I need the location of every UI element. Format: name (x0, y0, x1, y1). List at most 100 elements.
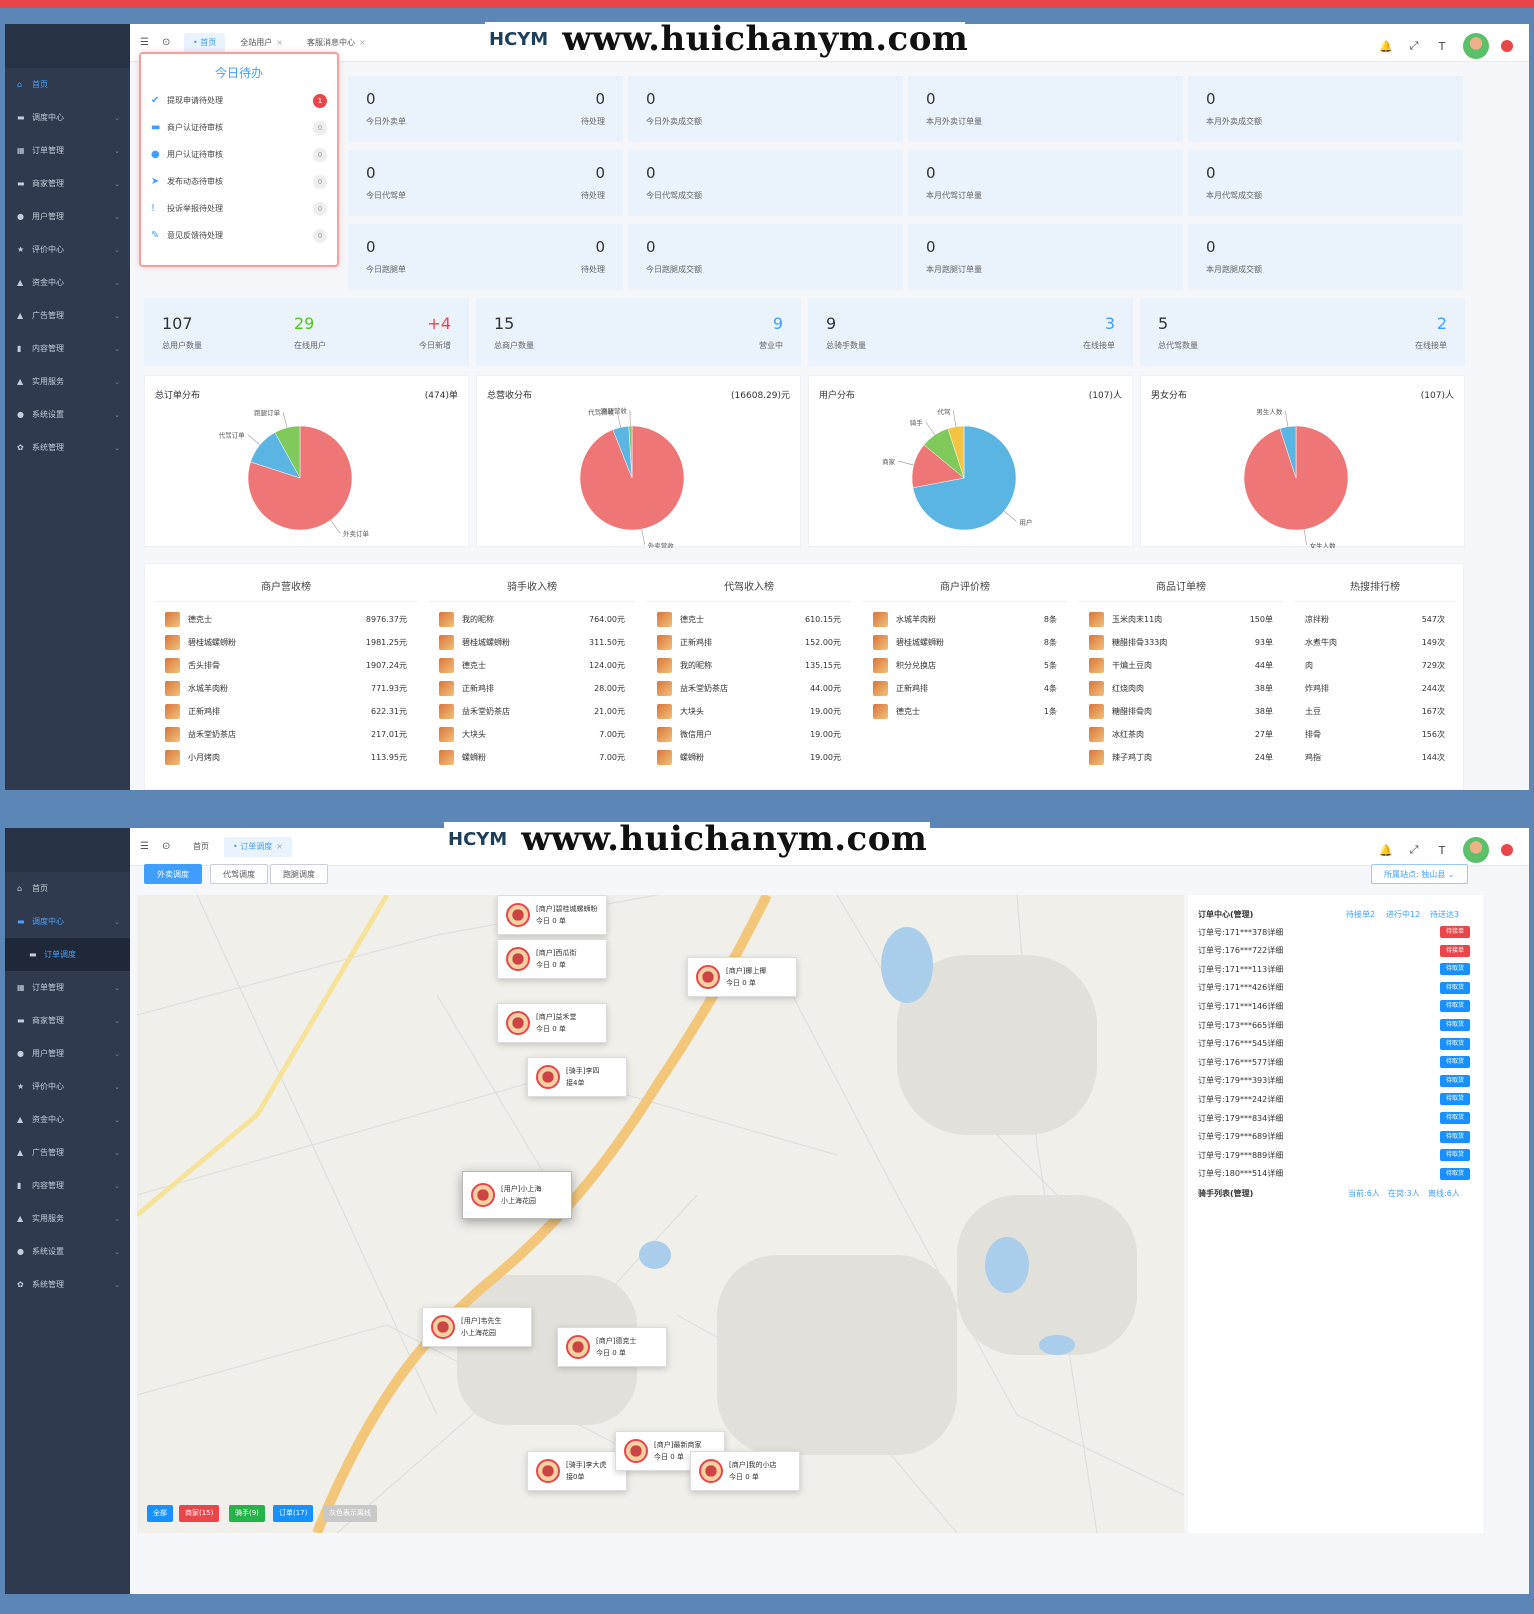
ranking-row[interactable]: 冰红茶肉 27单 (1089, 723, 1273, 746)
ranking-row[interactable]: 积分兑换店 5条 (873, 654, 1057, 677)
sidebar-item[interactable]: ⌂ 首页 (5, 68, 130, 101)
order-status-button[interactable]: 待取货 (1440, 963, 1470, 976)
sidebar-item[interactable]: ▬ 商家管理 ⌄ (5, 167, 130, 200)
refresh-icon[interactable]: ⊙ (162, 841, 171, 852)
tab-all-users[interactable]: 全站用户 × (231, 33, 292, 53)
map-marker-popup[interactable]: [商户]西瓜街 今日 0 单 (497, 939, 607, 979)
ongoing-orders-link[interactable]: 进行中12 (1386, 910, 1421, 919)
ranking-row[interactable]: 德克士 124.00元 (439, 654, 625, 677)
ranking-row[interactable]: 干煸土豆肉 44单 (1089, 654, 1273, 677)
todo-item[interactable]: ▬ 商户认证待审核 0 (141, 114, 337, 141)
map-marker-popup[interactable]: [商户]我的小店 今日 0 单 (690, 1451, 800, 1491)
map-filter-button[interactable]: 全部 (147, 1505, 173, 1522)
font-size-icon[interactable]: T (1438, 39, 1446, 53)
ranking-row[interactable]: 炸鸡排 244次 (1305, 677, 1445, 700)
ranking-row[interactable]: 正新鸡排 28.00元 (439, 677, 625, 700)
ranking-row[interactable]: 碧桂城螺蛳粉 311.50元 (439, 631, 625, 654)
ranking-row[interactable]: 正新鸡排 4条 (873, 677, 1057, 700)
sidebar-item[interactable]: ▲ 实用服务 ⌄ (5, 1202, 130, 1235)
ranking-row[interactable]: 大块头 19.00元 (657, 700, 841, 723)
map-marker-popup[interactable]: [商户]德克士 今日 0 单 (557, 1327, 667, 1367)
sidebar-item[interactable]: ▲ 实用服务 ⌄ (5, 365, 130, 398)
pie-slice[interactable] (628, 425, 633, 479)
tab-home[interactable]: • 首页 (184, 32, 226, 53)
order-row[interactable]: 订单号:171***146详细 待取货 (1198, 997, 1470, 1015)
tab-home[interactable]: 首页 (184, 837, 218, 857)
ranking-row[interactable]: 鸡指 144次 (1305, 746, 1445, 769)
ranking-row[interactable]: 我的昵称 764.00元 (439, 608, 625, 631)
todo-item[interactable]: ✎ 意见反馈待处理 0 (141, 222, 337, 249)
ranking-row[interactable]: 水煮牛肉 149次 (1305, 631, 1445, 654)
map-marker-popup[interactable]: [商户]碧桂城螺蛳粉 今日 0 单 (497, 895, 607, 935)
bell-icon[interactable]: 🔔 (1379, 39, 1393, 53)
order-row[interactable]: 订单号:176***545详细 待取货 (1198, 1035, 1470, 1053)
font-size-icon[interactable]: T (1438, 843, 1446, 857)
ranking-row[interactable]: 水城羊肉粉 771.93元 (165, 677, 407, 700)
sidebar-item[interactable]: ● 系统设置 ⌄ (5, 398, 130, 431)
order-row[interactable]: 订单号:171***426详细 待取货 (1198, 979, 1470, 997)
sidebar-item[interactable]: ★ 评价中心 ⌄ (5, 233, 130, 266)
order-status-button[interactable]: 待取货 (1440, 1056, 1470, 1069)
sidebar-item[interactable]: ▲ 资金中心 ⌄ (5, 1103, 130, 1136)
order-status-button[interactable]: 待取货 (1440, 1019, 1470, 1031)
map-marker-popup[interactable]: [骑手]李四 接4单 (527, 1057, 627, 1097)
ranking-row[interactable]: 螺蛳粉 7.00元 (439, 746, 625, 769)
sidebar-item[interactable]: ● 用户管理 ⌄ (5, 1037, 130, 1070)
map-filter-button[interactable]: 灰色表示离线 (323, 1505, 377, 1522)
sidebar-item[interactable]: ▲ 资金中心 ⌄ (5, 266, 130, 299)
sidebar-item[interactable]: ⌂ 首页 (5, 872, 130, 905)
sidebar-item[interactable]: ▬ 调度中心 ⌄ (5, 905, 130, 938)
map-marker-popup[interactable]: [用户]小上海 小上海花园 (462, 1171, 572, 1219)
order-row[interactable]: 订单号:179***242详细 待取货 (1198, 1090, 1470, 1108)
ranking-row[interactable]: 微信用户 19.00元 (657, 723, 841, 746)
pie-slice[interactable] (912, 425, 1017, 531)
order-status-button[interactable]: 待接单 (1440, 926, 1470, 938)
ranking-row[interactable]: 玉米肉末11肉 150单 (1089, 608, 1273, 631)
todo-item[interactable]: ! 投诉举报待处理 0 (141, 195, 337, 222)
order-status-button[interactable]: 待取货 (1440, 1000, 1470, 1013)
menu-fold-icon[interactable]: ☰ (140, 37, 149, 48)
paotui-dispatch-button[interactable]: 跑腿调度 (270, 864, 328, 884)
delivered-orders-link[interactable]: 待送达3 (1430, 910, 1460, 919)
ranking-row[interactable]: 螺蛳粉 19.00元 (657, 746, 841, 769)
ranking-row[interactable]: 红烧肉肉 38单 (1089, 677, 1273, 700)
ranking-row[interactable]: 碧桂城螺蛳粉 8条 (873, 631, 1057, 654)
ranking-row[interactable]: 正新鸡排 622.31元 (165, 700, 407, 723)
map-filter-button[interactable]: 骑手(9) (229, 1505, 265, 1522)
sidebar-item[interactable]: ▦ 订单管理 ⌄ (5, 134, 130, 167)
sidebar-item[interactable]: ▮ 内容管理 ⌄ (5, 332, 130, 365)
order-status-button[interactable]: 待取货 (1440, 1074, 1470, 1087)
tab-order-dispatch[interactable]: • 订单调度 × (224, 836, 292, 857)
ranking-row[interactable]: 水城羊肉粉 8条 (873, 608, 1057, 631)
order-status-button[interactable]: 待取货 (1440, 1167, 1470, 1180)
sidebar-item[interactable]: ● 用户管理 ⌄ (5, 200, 130, 233)
order-status-button[interactable]: 待取货 (1440, 1112, 1470, 1124)
order-row[interactable]: 订单号:179***393详细 待取货 (1198, 1072, 1470, 1090)
ranking-row[interactable]: 益禾堂奶茶店 44.00元 (657, 677, 841, 700)
ranking-row[interactable]: 凉拌粉 547次 (1305, 608, 1445, 631)
waimai-dispatch-button[interactable]: 外卖调度 (144, 864, 202, 884)
ranking-row[interactable]: 肉 729次 (1305, 654, 1445, 677)
avatar[interactable] (1463, 33, 1489, 59)
close-icon[interactable]: × (276, 841, 283, 851)
fullscreen-icon[interactable]: ⤢ (1409, 39, 1419, 52)
sidebar-item[interactable]: ★ 评价中心 ⌄ (5, 1070, 130, 1103)
tab-service-messages[interactable]: 客服消息中心 × (298, 33, 375, 53)
order-status-button[interactable]: 待取货 (1440, 981, 1470, 994)
pie-slice[interactable] (1279, 425, 1297, 479)
todo-item[interactable]: ● 用户认证待审核 0 (141, 141, 337, 168)
ranking-row[interactable]: 益禾堂奶茶店 21.00元 (439, 700, 625, 723)
pie-slice[interactable] (274, 425, 301, 479)
close-icon[interactable]: × (276, 37, 283, 47)
ranking-row[interactable]: 正新鸡排 152.00元 (657, 631, 841, 654)
ranking-row[interactable]: 大块头 7.00元 (439, 723, 625, 746)
fullscreen-icon[interactable]: ⤢ (1409, 843, 1419, 856)
ranking-row[interactable]: 舌头排骨 1907.24元 (165, 654, 407, 677)
ranking-row[interactable]: 德克士 8976.37元 (165, 608, 407, 631)
order-row[interactable]: 订单号:176***577详细 待取货 (1198, 1053, 1470, 1071)
bell-icon[interactable]: 🔔 (1379, 843, 1393, 857)
order-status-button[interactable]: 待取货 (1440, 1093, 1470, 1106)
sidebar-item[interactable]: ▬ 订单调度 (5, 938, 130, 971)
menu-fold-icon[interactable]: ☰ (140, 841, 149, 852)
dispatch-map[interactable]: [商户]碧桂城螺蛳粉 今日 0 单 [商户]西瓜街 今日 0 单 [商户]椰上椰 今日 0… (137, 895, 1184, 1533)
